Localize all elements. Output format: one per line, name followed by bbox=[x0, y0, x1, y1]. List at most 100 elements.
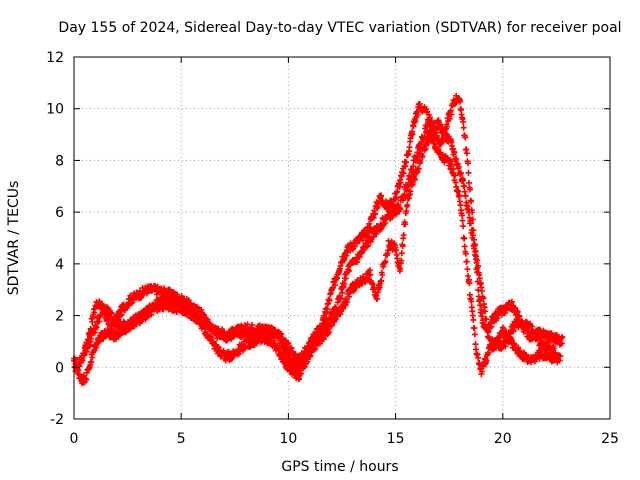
data-point bbox=[370, 214, 377, 221]
data-point bbox=[173, 308, 180, 315]
data-point bbox=[462, 193, 469, 200]
grid-lines bbox=[74, 57, 610, 419]
data-point bbox=[471, 331, 478, 338]
data-point bbox=[325, 321, 332, 328]
data-point bbox=[467, 186, 474, 193]
data-point bbox=[324, 306, 331, 313]
data-point bbox=[398, 250, 405, 257]
data-point bbox=[421, 133, 428, 140]
data-point bbox=[431, 137, 438, 144]
data-point bbox=[83, 348, 90, 355]
data-point bbox=[453, 155, 460, 162]
data-point bbox=[80, 372, 87, 379]
data-point bbox=[343, 252, 350, 259]
data-point bbox=[444, 123, 451, 130]
data-point bbox=[414, 111, 421, 118]
y-tick-label: 4 bbox=[55, 257, 64, 273]
data-point bbox=[83, 376, 90, 383]
data-point bbox=[466, 280, 473, 287]
x-tick-label: 0 bbox=[70, 431, 79, 447]
data-point bbox=[397, 265, 404, 272]
data-point bbox=[278, 330, 285, 337]
x-tick-label: 25 bbox=[601, 431, 619, 447]
data-point bbox=[143, 290, 150, 297]
data-point bbox=[407, 188, 414, 195]
data-point bbox=[529, 323, 536, 330]
data-point bbox=[457, 98, 464, 105]
data-point bbox=[556, 352, 563, 359]
data-point bbox=[276, 346, 283, 353]
x-tick-label: 5 bbox=[177, 431, 186, 447]
data-point bbox=[166, 286, 173, 293]
data-point bbox=[424, 108, 431, 115]
y-tick-label: -2 bbox=[50, 412, 64, 428]
data-point bbox=[477, 302, 484, 309]
data-point bbox=[550, 345, 557, 352]
data-point bbox=[326, 329, 333, 336]
data-point bbox=[482, 308, 489, 315]
data-point bbox=[405, 181, 412, 188]
data-point bbox=[399, 243, 406, 250]
data-point bbox=[345, 267, 352, 274]
data-point bbox=[470, 316, 477, 323]
series-middle-trace bbox=[81, 117, 557, 366]
data-point bbox=[461, 183, 468, 190]
data-point bbox=[91, 329, 98, 336]
data-point bbox=[89, 354, 96, 361]
data-point bbox=[467, 220, 474, 227]
plot-frame bbox=[73, 56, 611, 420]
data-point bbox=[460, 223, 467, 230]
data-point bbox=[367, 271, 374, 278]
data-point bbox=[351, 243, 358, 250]
data-point bbox=[559, 333, 566, 340]
data-point bbox=[461, 243, 468, 250]
data-point bbox=[469, 232, 476, 239]
data-point bbox=[293, 359, 300, 366]
data-point bbox=[344, 299, 351, 306]
data-point bbox=[552, 349, 559, 356]
data-point bbox=[483, 316, 490, 323]
y-tick-label: 2 bbox=[55, 309, 64, 325]
data-point bbox=[339, 289, 346, 296]
data-point bbox=[558, 340, 565, 347]
data-point bbox=[117, 312, 124, 319]
data-point bbox=[474, 257, 481, 264]
data-point bbox=[475, 262, 482, 269]
data-point bbox=[382, 258, 389, 265]
data-point bbox=[473, 253, 480, 260]
data-point bbox=[476, 296, 483, 303]
data-point bbox=[455, 163, 462, 170]
data-point bbox=[459, 212, 466, 219]
y-tick-label: 12 bbox=[46, 50, 64, 66]
data-point bbox=[446, 115, 453, 122]
data-point bbox=[463, 258, 470, 265]
data-point bbox=[472, 341, 479, 348]
data-point bbox=[426, 114, 433, 121]
data-point bbox=[346, 293, 353, 300]
data-point bbox=[460, 177, 467, 184]
data-point bbox=[464, 273, 471, 280]
data-point bbox=[466, 214, 473, 221]
data-point bbox=[378, 277, 385, 284]
data-point bbox=[478, 288, 485, 295]
data-point bbox=[478, 306, 485, 313]
data-point bbox=[93, 324, 100, 331]
data-point bbox=[397, 206, 404, 213]
data-point bbox=[411, 176, 418, 183]
data-point bbox=[302, 363, 309, 370]
data-point bbox=[472, 248, 479, 255]
data-point bbox=[416, 146, 423, 153]
data-point bbox=[404, 201, 411, 208]
data-point bbox=[460, 124, 467, 131]
data-point bbox=[410, 163, 417, 170]
y-tick-label: 0 bbox=[55, 360, 64, 376]
data-point bbox=[406, 144, 413, 151]
data-point bbox=[412, 117, 419, 124]
data-point bbox=[371, 284, 378, 291]
data-point bbox=[409, 131, 416, 138]
data-point bbox=[452, 100, 459, 107]
data-point bbox=[485, 327, 492, 334]
data-point bbox=[558, 335, 565, 342]
data-point bbox=[418, 139, 425, 146]
